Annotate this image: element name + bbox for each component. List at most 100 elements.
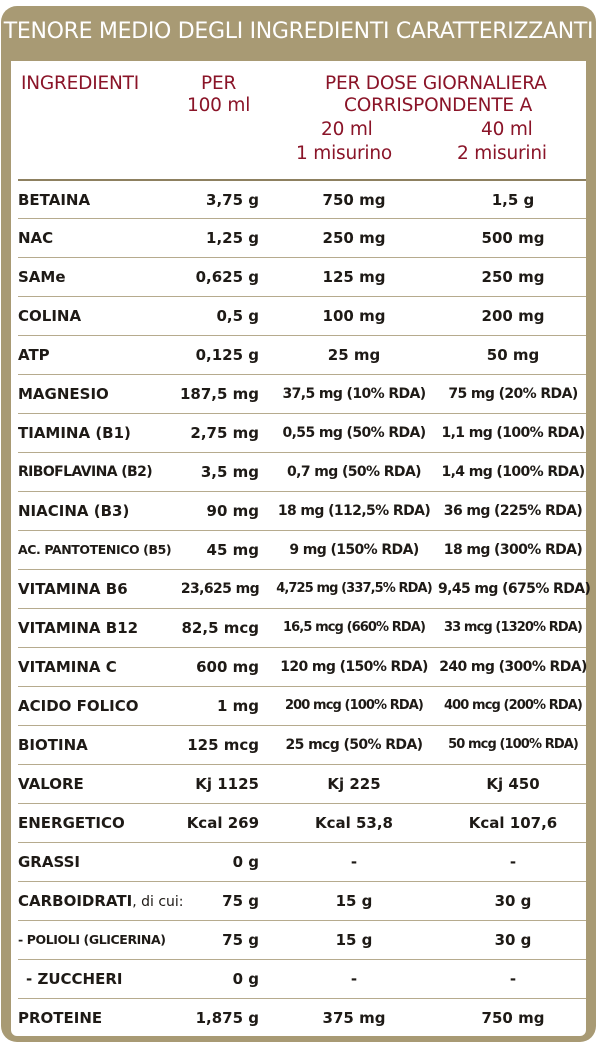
ingredient-name: PROTEINE: [18, 1009, 103, 1027]
dose2-value: 400 mcg (200% RDA): [444, 698, 583, 713]
dose2-value: 50 mg: [486, 346, 540, 364]
header-dose1-amount: 20 ml: [321, 119, 373, 140]
table-row: BIOTINA 125 mcg 25 mcg (50% RDA) 50 mcg …: [18, 725, 586, 764]
table-row: CARBOIDRATI, di cui: 75 g 15 g 30 g: [18, 881, 586, 920]
table-row: RIBOFLAVINA (B2) 3,5 mg 0,7 mg (50% RDA)…: [18, 452, 586, 491]
table-row: TIAMINA (B1) 2,75 mg 0,55 mg (50% RDA) 1…: [18, 413, 586, 452]
dose1-value: 25 mg: [327, 346, 381, 364]
dose2-value: 240 mg (300% RDA): [439, 659, 587, 675]
dose2-value: 1,1 mg (100% RDA): [441, 425, 585, 441]
dose1-value: 9 mg (150% RDA): [289, 542, 419, 558]
table-row: - POLIOLI (GLICERINA) 75 g 15 g 30 g: [18, 920, 586, 959]
dose2-value: 750 mg: [481, 1009, 545, 1027]
dose2-value: 1,4 mg (100% RDA): [441, 464, 585, 480]
per100-value: 82,5 mcg: [181, 619, 260, 637]
dose2-value: 30 g: [494, 892, 532, 910]
header-dose2-amount: 40 ml: [481, 119, 533, 140]
table-title: TENORE MEDIO DEGLI INGREDIENTI CARATTERI…: [3, 19, 594, 44]
dose1-value: 100 mg: [322, 307, 386, 325]
table-panel: INGREDIENTI PER 100 ml PER DOSE GIORNALI…: [11, 61, 591, 1037]
ingredient-name: BIOTINA: [18, 736, 88, 754]
per100-value: Kj 1125: [195, 775, 259, 793]
table-row: - ZUCCHERI 0 g - -: [18, 959, 586, 998]
table-row: AC. PANTOTENICO (B5) 45 mg 9 mg (150% RD…: [18, 530, 586, 569]
dose2-value: -: [509, 970, 517, 988]
table-row: ACIDO FOLICO 1 mg 200 mcg (100% RDA) 400…: [18, 686, 586, 725]
per100-value: 45 mg: [206, 541, 259, 559]
ingredient-name: AC. PANTOTENICO (B5): [18, 542, 172, 557]
dose2-value: 500 mg: [481, 229, 545, 247]
dose1-value: -: [350, 853, 358, 871]
table-row: SAMe 0,625 g 125 mg 250 mg: [18, 257, 586, 296]
table-row: VITAMINA B6 23,625 mg 4,725 mg (337,5% R…: [18, 569, 591, 608]
ingredient-name: VITAMINA B12: [18, 619, 139, 637]
dose2-value: 75 mg (20% RDA): [448, 386, 578, 402]
ingredient-name: - ZUCCHERI: [26, 970, 123, 988]
per100-value: 0 g: [232, 853, 259, 871]
header-ingredients: INGREDIENTI: [21, 73, 139, 94]
dose1-value: 18 mg (112,5% RDA): [277, 503, 431, 519]
table-row: VITAMINA B12 82,5 mcg 16,5 mcg (660% RDA…: [18, 608, 586, 647]
ingredient-name-suffix: , di cui:: [132, 894, 184, 910]
dose1-value: 4,725 mg (337,5% RDA): [276, 581, 432, 596]
table-row: ENERGETICO Kcal 269 Kcal 53,8 Kcal 107,6: [18, 803, 586, 842]
table-row: VITAMINA C 600 mg 120 mg (150% RDA) 240 …: [18, 647, 587, 686]
table-frame: TENORE MEDIO DEGLI INGREDIENTI CARATTERI…: [1, 6, 596, 1042]
ingredient-name: VALORE: [18, 775, 84, 793]
dose2-value: 18 mg (300% RDA): [443, 542, 583, 558]
dose1-value: 125 mg: [322, 268, 386, 286]
dose2-value: 36 mg (225% RDA): [443, 503, 583, 519]
ingredient-name: NIACINA (B3): [18, 502, 130, 520]
per100-value: 0 g: [232, 970, 259, 988]
ingredient-name: BETAINA: [18, 191, 91, 209]
ingredient-name: NAC: [18, 229, 54, 247]
ingredient-name: VITAMINA C: [18, 658, 117, 676]
per100-value: 2,75 mg: [190, 424, 259, 442]
table-row: GRASSI 0 g - -: [18, 842, 586, 881]
dose1-value: 250 mg: [322, 229, 386, 247]
per100-value: 23,625 mg: [180, 581, 260, 597]
ingredient-name: GRASSI: [18, 853, 80, 871]
per100-value: 600 mg: [196, 658, 259, 676]
ingredient-name: MAGNESIO: [18, 385, 109, 403]
per100-value: 1,25 g: [206, 229, 259, 247]
header-dose1-unit: 1 misurino: [296, 143, 392, 164]
dose1-value: 37,5 mg (10% RDA): [282, 386, 426, 402]
ingredient-name: ENERGETICO: [18, 814, 125, 832]
table-row: VALORE Kj 1125 Kj 225 Kj 450: [18, 764, 586, 803]
per100-value: 0,625 g: [195, 268, 259, 286]
ingredient-name: TIAMINA (B1): [18, 424, 131, 442]
ingredient-name: ATP: [18, 346, 50, 364]
dose2-value: 200 mg: [481, 307, 545, 325]
dose1-value: Kj 225: [327, 775, 381, 793]
header-daily-line1: PER DOSE GIORNALIERA: [325, 73, 547, 94]
per100-value: 187,5 mg: [179, 385, 259, 403]
per100-value: Kcal 269: [186, 814, 259, 832]
dose2-value: 1,5 g: [491, 191, 535, 209]
dose1-value: 0,7 mg (50% RDA): [287, 464, 422, 480]
ingredient-name: COLINA: [18, 307, 82, 325]
ingredient-name: ACIDO FOLICO: [18, 697, 139, 715]
dose1-value: 120 mg (150% RDA): [280, 659, 428, 675]
ingredient-name-main: CARBOIDRATI: [18, 892, 133, 910]
ingredient-name: SAMe: [18, 268, 66, 286]
dose2-value: -: [509, 853, 517, 871]
dose2-value: 33 mcg (1320% RDA): [444, 620, 583, 635]
dose1-value: 15 g: [335, 892, 373, 910]
dose1-value: 0,55 mg (50% RDA): [282, 425, 426, 441]
table-row: BETAINA 3,75 g 750 mg 1,5 g: [18, 179, 586, 218]
ingredient-name: - POLIOLI (GLICERINA): [18, 932, 166, 947]
dose2-value: 9,45 mg (675% RDA): [438, 581, 591, 597]
table-row: ATP 0,125 g 25 mg 50 mg: [18, 335, 586, 374]
per100-value: 90 mg: [206, 502, 259, 520]
per100-value: 125 mcg: [187, 736, 259, 754]
per100-value: 75 g: [222, 892, 259, 910]
per100-value: 1,875 g: [195, 1009, 259, 1027]
per100-value: 3,5 mg: [200, 463, 259, 481]
dose2-value: Kj 450: [486, 775, 540, 793]
ingredient-name: RIBOFLAVINA (B2): [18, 464, 153, 480]
header-dose2-unit: 2 misurini: [457, 143, 547, 164]
per100-value: 0,5 g: [216, 307, 259, 325]
table-row: PROTEINE 1,875 g 375 mg 750 mg: [18, 998, 586, 1037]
dose1-value: 16,5 mcg (660% RDA): [282, 620, 426, 635]
